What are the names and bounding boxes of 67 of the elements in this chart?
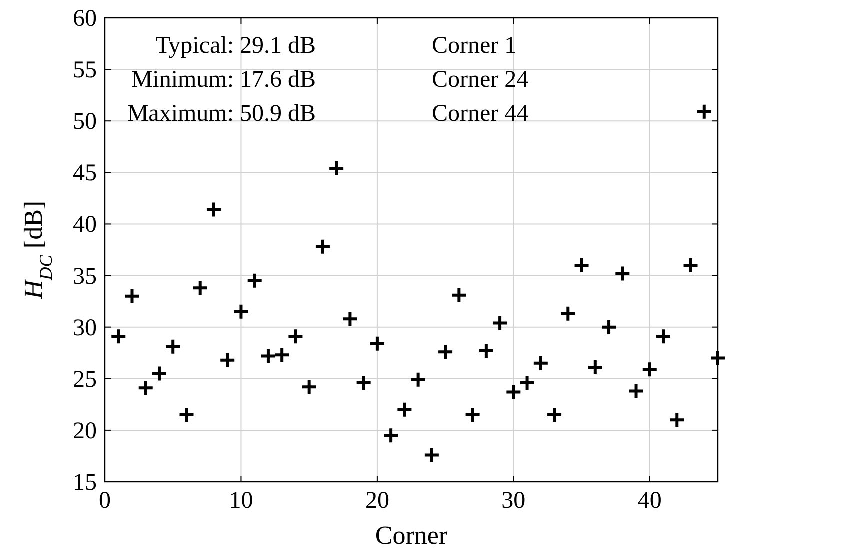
point — [518, 374, 536, 392]
point — [110, 328, 128, 346]
point — [492, 314, 509, 332]
point — [192, 280, 209, 297]
y-tick-label: 40 — [73, 212, 97, 238]
x-tick-label: 40 — [638, 488, 662, 514]
point — [437, 344, 454, 361]
point — [150, 365, 168, 382]
y-tick-label: 20 — [73, 418, 97, 444]
point — [246, 272, 264, 290]
y-tick-label: 55 — [73, 58, 97, 84]
x-tick-label: 10 — [229, 488, 254, 514]
point — [287, 328, 304, 346]
annotation: Corner 44 — [432, 101, 529, 127]
point — [710, 350, 726, 367]
point — [641, 361, 658, 378]
point — [478, 342, 495, 360]
point — [505, 384, 522, 401]
x-axis-title: Corner — [375, 521, 448, 550]
point — [532, 354, 550, 372]
y-tick-label: 45 — [73, 160, 97, 187]
annotation: Corner 24 — [432, 67, 529, 93]
point — [314, 238, 332, 256]
point — [355, 374, 372, 392]
point — [260, 348, 277, 365]
point — [560, 305, 577, 322]
point — [668, 412, 686, 429]
point — [396, 401, 414, 418]
y-tick-label: 15 — [73, 470, 97, 496]
point — [368, 335, 386, 352]
point — [628, 382, 645, 400]
point — [614, 265, 632, 282]
annotation: Typical: 29.1 dB — [156, 33, 316, 59]
y-tick-label: 35 — [73, 264, 97, 290]
point — [546, 406, 564, 424]
annotation: Corner 1 — [432, 33, 517, 59]
point — [423, 446, 440, 464]
y-tick-label: 25 — [73, 366, 97, 393]
y-tick-label: 50 — [73, 109, 97, 136]
point — [410, 371, 427, 388]
point — [382, 427, 400, 444]
point — [164, 338, 182, 356]
x-tick-label: 0 — [99, 488, 111, 514]
point — [573, 256, 590, 274]
x-tick-label: 30 — [502, 488, 526, 514]
annotation: Maximum: 50.9 dB — [127, 101, 316, 127]
point — [450, 286, 468, 304]
point — [696, 103, 713, 120]
point — [682, 256, 700, 274]
point — [328, 160, 346, 178]
point — [464, 406, 482, 424]
point — [178, 406, 196, 424]
point — [124, 288, 141, 305]
point — [274, 346, 291, 364]
point — [232, 303, 250, 320]
annotation: Minimum: 17.6 dB — [131, 67, 316, 93]
point — [342, 310, 359, 328]
point — [205, 201, 222, 218]
point — [586, 359, 604, 376]
y-tick-label: 60 — [73, 6, 97, 32]
x-tick-label: 20 — [365, 488, 390, 514]
point — [655, 328, 672, 346]
y-tick-label: 30 — [73, 315, 97, 342]
point — [600, 318, 618, 336]
point — [219, 352, 236, 369]
point — [300, 378, 318, 396]
point — [137, 380, 154, 397]
